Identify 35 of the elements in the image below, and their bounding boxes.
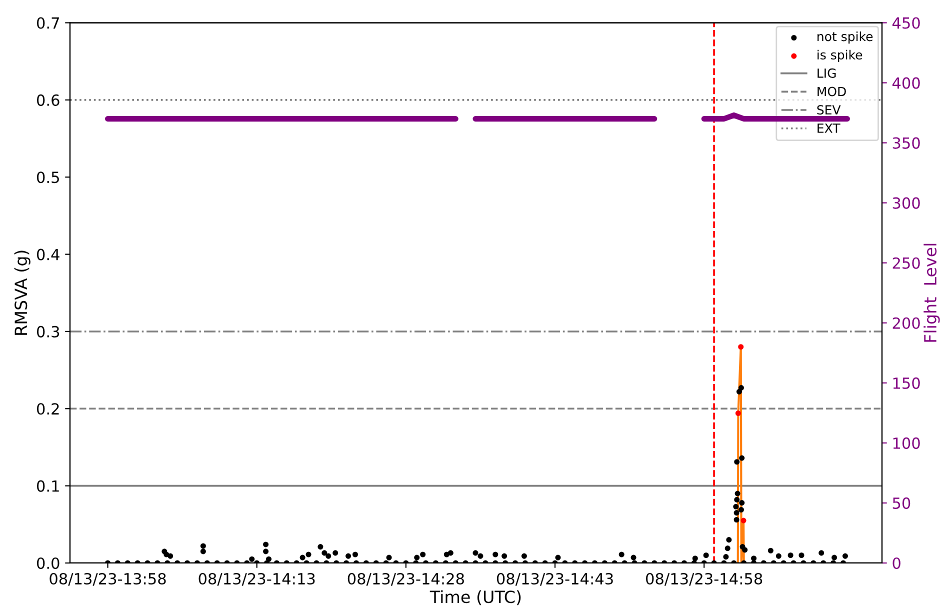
y2-tick-label: 350 — [892, 137, 920, 149]
point — [740, 518, 746, 524]
x-tick-label: 08/13/23-14:13 — [198, 572, 315, 586]
y-tick-label: 0.5 — [36, 172, 59, 184]
y2-tick-label: 100 — [893, 437, 920, 449]
y-tick-label: 0.1 — [36, 480, 59, 492]
x-tick-label: 08/13/23-14:43 — [496, 572, 613, 586]
legend-label: EXT — [818, 124, 840, 133]
x-axis-title: Time (UTC) — [430, 590, 521, 606]
y2-tick-label: 450 — [892, 17, 920, 29]
y2-tick-label: 250 — [892, 257, 920, 269]
y2-tick-label: 150 — [893, 377, 920, 389]
y-axis-title: RMSVA (g) — [14, 250, 30, 335]
x-tick-label: 08/13/23-14:58 — [646, 572, 762, 586]
y2-tick-label: 50 — [892, 497, 910, 509]
legend-label: not spike — [818, 32, 873, 44]
x-tick-label: 08/13/23-13:58 — [50, 572, 166, 586]
y-tick-label: 0.6 — [36, 94, 60, 106]
y-tick-label: 0.4 — [36, 248, 60, 260]
y2-axis-title: Flight Level — [924, 244, 940, 342]
y-tick-label: 0.3 — [36, 326, 60, 338]
y2-tick-label: 400 — [892, 77, 920, 89]
y-tick-label: 0.0 — [36, 557, 60, 570]
y2-tick-label: 200 — [892, 317, 920, 329]
y2-tick-label: 0 — [892, 557, 900, 570]
point — [735, 410, 741, 416]
x-tick-label: 08/13/23-14:28 — [348, 572, 464, 586]
y-tick-label: 0.7 — [36, 17, 59, 29]
y-tick-label: 0.2 — [36, 403, 59, 415]
point — [738, 344, 744, 350]
legend-label: MOD — [818, 86, 846, 96]
legend-label: LIG — [818, 68, 836, 78]
legend-label: SEV — [817, 105, 841, 115]
y2-tick-label: 300 — [892, 197, 920, 209]
legend-label: is spike — [818, 50, 862, 62]
